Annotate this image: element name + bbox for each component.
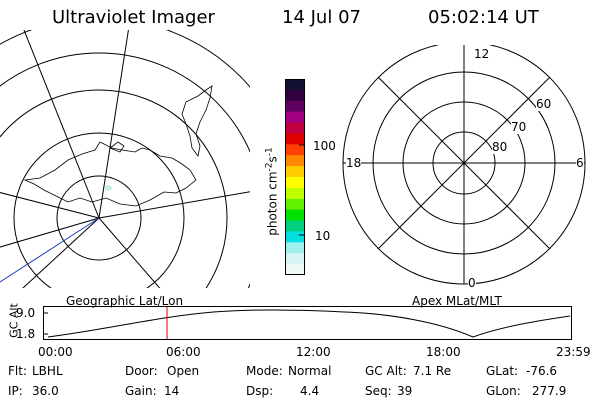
altitude-timeline-plot — [43, 306, 572, 340]
mlt-label-12: 12 — [474, 47, 490, 61]
time-tick-0000: 00:00 — [38, 345, 73, 359]
time-tick-1800: 18:00 — [426, 345, 461, 359]
intensity-colorbar — [285, 79, 305, 275]
colorbar-cell — [285, 231, 305, 243]
colorbar-tick-100: 100 — [313, 139, 336, 153]
mode-value: Normal — [288, 364, 332, 378]
dsp-value: 4.4 — [300, 384, 320, 398]
colorbar-cell — [285, 177, 305, 189]
colorbar-cell — [285, 155, 305, 167]
mlt-label-6: 6 — [576, 156, 584, 170]
glat-label: GLat: — [486, 364, 519, 378]
colorbar-cell — [285, 89, 305, 102]
time-tick-2359: 23:59 — [556, 345, 591, 359]
colorbar-cell — [285, 220, 305, 232]
mlt-label-0: 0 — [468, 276, 476, 290]
app-title: Ultraviolet Imager — [52, 7, 215, 28]
geographic-label: Geographic Lat/Lon — [66, 294, 184, 308]
glat-value: -76.6 — [526, 364, 558, 378]
time-label: 05:02:14 UT — [428, 7, 539, 28]
glon-value: 277.9 — [532, 384, 567, 398]
colorbar-cell — [285, 111, 305, 124]
mlt-label-18: 18 — [346, 156, 362, 170]
seq-label: Seq: — [365, 384, 392, 398]
apex-label: Apex MLat/MLT — [412, 294, 502, 308]
glon-label: GLon: — [486, 384, 521, 398]
date-label: 14 Jul 07 — [282, 7, 361, 28]
time-tick-0600: 06:00 — [166, 345, 201, 359]
colorbar-cell — [285, 242, 305, 254]
altitude-tick-low: 1.8 — [16, 327, 36, 341]
ip-label: IP: — [8, 384, 23, 398]
ip-value: 36.0 — [32, 384, 59, 398]
gain-label: Gain: — [125, 384, 157, 398]
gc-alt-label: GC Alt: — [365, 364, 407, 378]
colorbar-cell — [285, 187, 305, 200]
mode-label: Mode: — [246, 364, 283, 378]
colorbar-cell — [285, 209, 305, 222]
dsp-label: Dsp: — [246, 384, 274, 398]
colorbar-cell — [285, 264, 305, 275]
mlat-label-80: 80 — [492, 140, 508, 154]
door-value: Open — [167, 364, 200, 378]
colorbar-cell — [285, 253, 305, 265]
colorbar-cell — [285, 100, 305, 113]
seq-value: 39 — [397, 384, 413, 398]
colorbar-cell — [285, 133, 305, 145]
gc-alt-value: 7.1 Re — [413, 364, 452, 378]
time-tick-1200: 12:00 — [296, 345, 331, 359]
flt-value: LBHL — [32, 364, 63, 378]
geographic-map — [0, 30, 250, 288]
colorbar-tick-10: 10 — [315, 229, 331, 243]
colorbar-cell — [285, 144, 305, 156]
mlat-label-70: 70 — [511, 120, 527, 134]
colorbar-cell — [285, 198, 305, 211]
colorbar-unit-label: photon cm-2s-1 — [264, 147, 280, 236]
flt-label: Flt: — [8, 364, 27, 378]
colorbar-cell — [285, 79, 305, 91]
mlat-label-60: 60 — [536, 97, 552, 111]
gain-value: 14 — [164, 384, 180, 398]
colorbar-cell — [285, 122, 305, 134]
mlt-polar-grid — [342, 45, 586, 285]
colorbar-cell — [285, 166, 305, 178]
door-label: Door: — [125, 364, 158, 378]
altitude-tick-high: 9.0 — [16, 306, 36, 320]
